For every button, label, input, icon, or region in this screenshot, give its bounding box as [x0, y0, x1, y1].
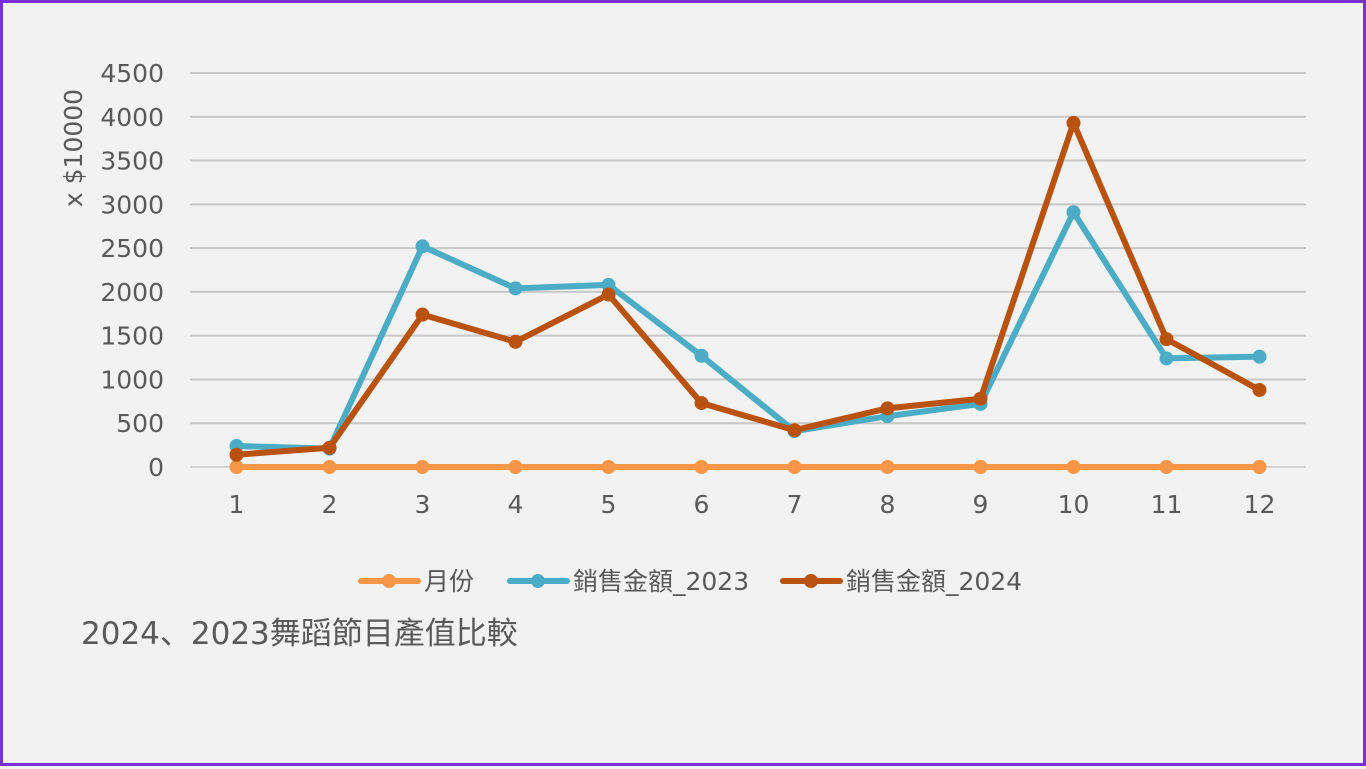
data-point	[415, 307, 430, 322]
x-tick-label: 12	[1244, 490, 1276, 519]
data-point	[880, 401, 895, 416]
x-tick-label: 1	[229, 490, 245, 519]
y-tick-label: 1500	[100, 322, 164, 351]
data-point	[508, 334, 523, 349]
data-point	[508, 460, 523, 474]
legend-label: 月份	[424, 567, 474, 596]
data-point	[415, 239, 430, 254]
data-point	[1159, 332, 1174, 347]
x-tick-label: 2	[322, 490, 338, 519]
x-tick-label: 11	[1151, 490, 1183, 519]
y-tick-label: 2000	[100, 278, 164, 307]
legend-item: 銷售金額_2023	[507, 567, 749, 596]
data-point	[229, 447, 244, 462]
data-point	[787, 460, 802, 474]
data-point	[322, 460, 337, 474]
x-tick-label: 7	[787, 490, 803, 519]
data-point	[322, 440, 337, 455]
data-point	[1252, 349, 1267, 364]
y-axis-title: x $10000	[59, 89, 88, 207]
data-point	[880, 460, 895, 474]
data-point	[601, 277, 616, 292]
x-tick-label: 4	[508, 490, 524, 519]
data-point	[1066, 205, 1081, 220]
chart-title: 2024、2023舞蹈節目產值比較	[81, 616, 518, 652]
legend-item: 月份	[358, 567, 474, 596]
data-point	[1066, 115, 1081, 130]
data-point	[973, 460, 988, 474]
legend-swatch-marker	[531, 574, 545, 588]
y-tick-label: 4500	[100, 59, 164, 88]
data-point	[229, 460, 244, 474]
data-point	[508, 281, 523, 296]
y-tick-label: 500	[116, 409, 164, 438]
data-point	[787, 423, 802, 438]
y-tick-label: 3500	[100, 147, 164, 176]
data-point	[694, 348, 709, 363]
data-point	[1159, 351, 1174, 366]
series-1	[229, 460, 1267, 474]
data-point	[1252, 460, 1267, 474]
series-lines	[229, 115, 1267, 474]
data-point	[415, 460, 430, 474]
series-line	[233, 119, 1263, 458]
x-tick-label: 3	[415, 490, 431, 519]
data-point	[1252, 382, 1267, 397]
series-line	[233, 209, 1263, 452]
legend-swatch-marker	[382, 574, 396, 588]
y-axis-ticks: 0 500 1000 1500 2000 2500 3000 3500 4000 4500	[100, 59, 164, 482]
y-tick-label: 2500	[100, 234, 164, 263]
y-tick-label: 4000	[100, 103, 164, 132]
x-axis-ticks: 1 2 3 4 5 6 7 8 9 10 11 12	[229, 490, 1276, 519]
x-tick-label: 6	[694, 490, 710, 519]
legend-label: 銷售金額_2024	[846, 567, 1022, 596]
data-point	[1066, 460, 1081, 474]
data-point	[601, 460, 616, 474]
x-tick-label: 10	[1058, 490, 1090, 519]
legend-swatch-marker	[804, 574, 818, 588]
x-tick-label: 8	[880, 490, 896, 519]
legend-item: 銷售金額_2024	[780, 567, 1022, 596]
series-3	[229, 115, 1267, 462]
data-point	[694, 460, 709, 474]
y-tick-label: 0	[148, 453, 164, 482]
data-point	[973, 391, 988, 406]
legend-label: 銷售金額_2023	[573, 567, 749, 596]
data-point	[694, 396, 709, 411]
data-point	[1159, 460, 1174, 474]
y-tick-label: 3000	[100, 190, 164, 219]
x-tick-label: 5	[601, 490, 617, 519]
data-point	[601, 287, 616, 302]
y-tick-label: 1000	[100, 365, 164, 394]
x-tick-label: 9	[973, 490, 989, 519]
legend: 月份 銷售金額_2023 銷售金額_2024	[358, 567, 1022, 596]
